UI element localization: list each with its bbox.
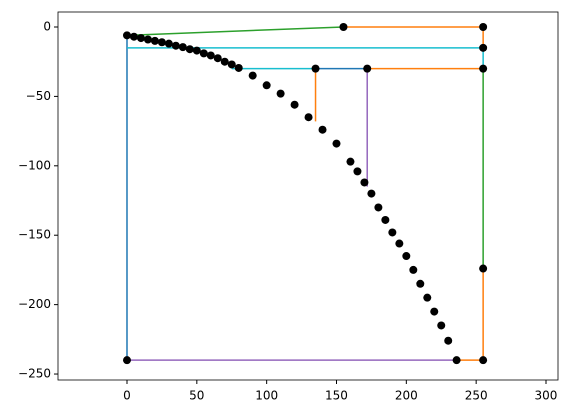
point: [199, 49, 208, 58]
point: [304, 113, 313, 122]
x-tick-label: 100: [255, 389, 278, 403]
x-tick-label: 250: [465, 389, 488, 403]
line: [456, 268, 484, 361]
x-tick-label: 200: [395, 389, 418, 403]
point: [423, 293, 432, 302]
point: [234, 63, 243, 72]
point: [388, 228, 397, 237]
point: [479, 22, 488, 31]
x-tick-label: 150: [325, 389, 348, 403]
point: [479, 64, 488, 73]
point: [157, 38, 166, 47]
point: [353, 167, 362, 176]
point: [430, 307, 439, 316]
point: [332, 139, 341, 148]
point: [185, 45, 194, 54]
y-tick-label: −150: [18, 228, 51, 242]
point: [479, 356, 488, 365]
x-tick-label: 300: [535, 389, 558, 403]
point: [136, 34, 145, 43]
point: [122, 31, 131, 40]
y-tick-label: −100: [18, 158, 51, 172]
point: [164, 39, 173, 48]
point: [437, 321, 446, 330]
point: [262, 81, 271, 90]
point: [227, 60, 236, 69]
point: [143, 35, 152, 44]
line: [343, 26, 484, 48]
y-tick-label: 0: [43, 19, 51, 33]
point: [367, 189, 376, 198]
y-tick-label: −200: [18, 297, 51, 311]
point: [311, 64, 320, 73]
x-tick-label: 50: [189, 389, 204, 403]
point: [248, 71, 257, 80]
point: [206, 51, 215, 60]
line: [126, 47, 484, 69]
line: [126, 26, 344, 37]
point: [360, 178, 369, 187]
point: [346, 157, 355, 166]
point: [339, 22, 348, 31]
point: [178, 43, 187, 52]
point: [129, 32, 138, 41]
point: [444, 336, 453, 345]
point: [416, 279, 425, 288]
point: [213, 54, 222, 63]
point: [150, 36, 159, 45]
point: [318, 125, 327, 134]
point: [363, 64, 372, 73]
point: [409, 265, 418, 274]
point: [192, 46, 201, 55]
y-tick-label: −250: [18, 367, 51, 381]
point: [220, 57, 229, 66]
y-tick-label: −50: [26, 89, 51, 103]
point: [374, 203, 383, 212]
point: [479, 43, 488, 52]
point: [122, 356, 131, 365]
point: [395, 239, 404, 248]
point: [479, 264, 488, 273]
point: [452, 356, 461, 365]
point: [276, 89, 285, 98]
point: [381, 215, 390, 224]
plot-frame: [57, 11, 559, 381]
x-tick-label: 0: [123, 389, 131, 403]
point: [171, 41, 180, 50]
point: [402, 252, 411, 261]
point: [290, 100, 299, 109]
